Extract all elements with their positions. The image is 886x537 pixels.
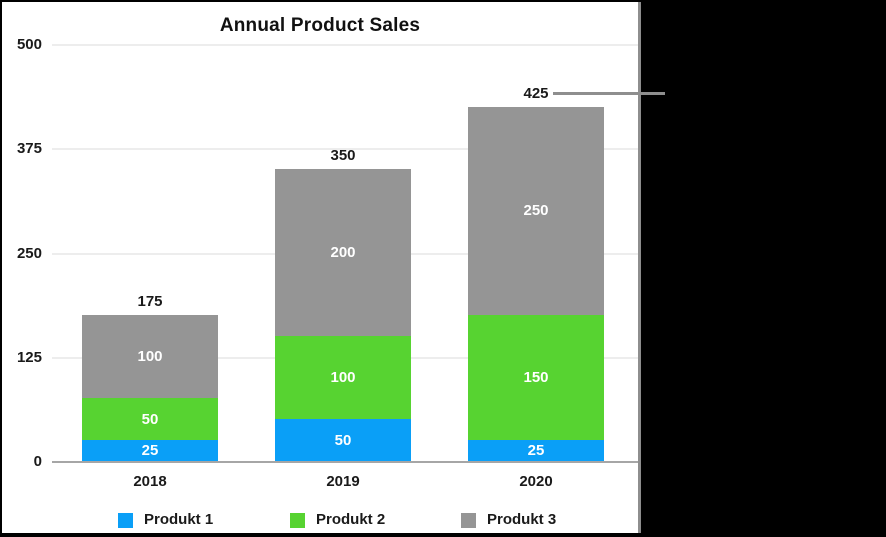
bar-segment-2019-produkt-3: 200 (275, 169, 411, 336)
bar-segment-label: 25 (527, 442, 545, 460)
y-axis-tick-label: 0 (33, 453, 42, 470)
bar-total-label: 350 (330, 147, 356, 165)
bar-segment-2019-produkt-2: 100 (275, 335, 411, 420)
bar-segment-label: 50 (334, 431, 352, 449)
legend-label: Produkt 2 (316, 511, 386, 528)
chart-panel: Annual Product Sales 0 125 250 375 500 25 50 10… (2, 2, 641, 533)
legend-label: Produkt 1 (144, 511, 214, 528)
bar-segment-label: 100 (137, 348, 163, 366)
bar-segment-2018-produkt-1: 25 (82, 440, 218, 461)
bar-segment-2020-produkt-3: 250 (468, 106, 604, 316)
bar-segment-2020-produkt-1: 25 (468, 440, 604, 461)
legend-item-produkt-3: Produkt 3 (461, 512, 556, 528)
bar-total-label: 175 (137, 293, 163, 311)
chart-title: Annual Product Sales (219, 15, 421, 36)
bar-total-label: 425 (523, 84, 549, 102)
gridline (52, 148, 638, 151)
bar-segment-2018-produkt-3: 100 (82, 315, 218, 399)
legend-swatch-icon (118, 512, 133, 528)
legend-item-produkt-1: Produkt 1 (118, 512, 213, 528)
bar-segment-label: 25 (141, 442, 159, 460)
x-axis-label: 2019 (326, 473, 360, 490)
bar-segment-label: 150 (523, 369, 549, 387)
callout-line (553, 92, 665, 95)
x-axis-label: 2020 (519, 473, 553, 490)
bar-segment-2018-produkt-2: 50 (82, 398, 218, 441)
legend-item-produkt-2: Produkt 2 (290, 512, 385, 528)
legend-swatch-icon (461, 512, 476, 528)
bar-segment-2019-produkt-1: 50 (275, 419, 411, 461)
bar-segment-label: 100 (330, 369, 356, 387)
bar-segment-2020-produkt-2: 150 (468, 315, 604, 441)
bar-segment-label: 200 (330, 243, 356, 261)
bar-segment-label: 250 (523, 202, 549, 220)
y-axis-tick-label: 500 (16, 36, 42, 53)
legend-swatch-icon (290, 512, 305, 528)
y-axis-tick-label: 375 (16, 140, 42, 158)
x-axis-label: 2018 (133, 473, 167, 490)
y-axis-tick-label: 125 (16, 348, 42, 366)
legend-label: Produkt 3 (487, 511, 557, 528)
gridline (52, 44, 638, 46)
plot-area: 0 125 250 375 500 25 50 100 175 2018 50 100 200 350 20… (2, 2, 638, 533)
x-axis-line (52, 461, 638, 463)
bar-segment-label: 50 (141, 410, 159, 428)
y-axis-tick-label: 250 (16, 244, 42, 262)
